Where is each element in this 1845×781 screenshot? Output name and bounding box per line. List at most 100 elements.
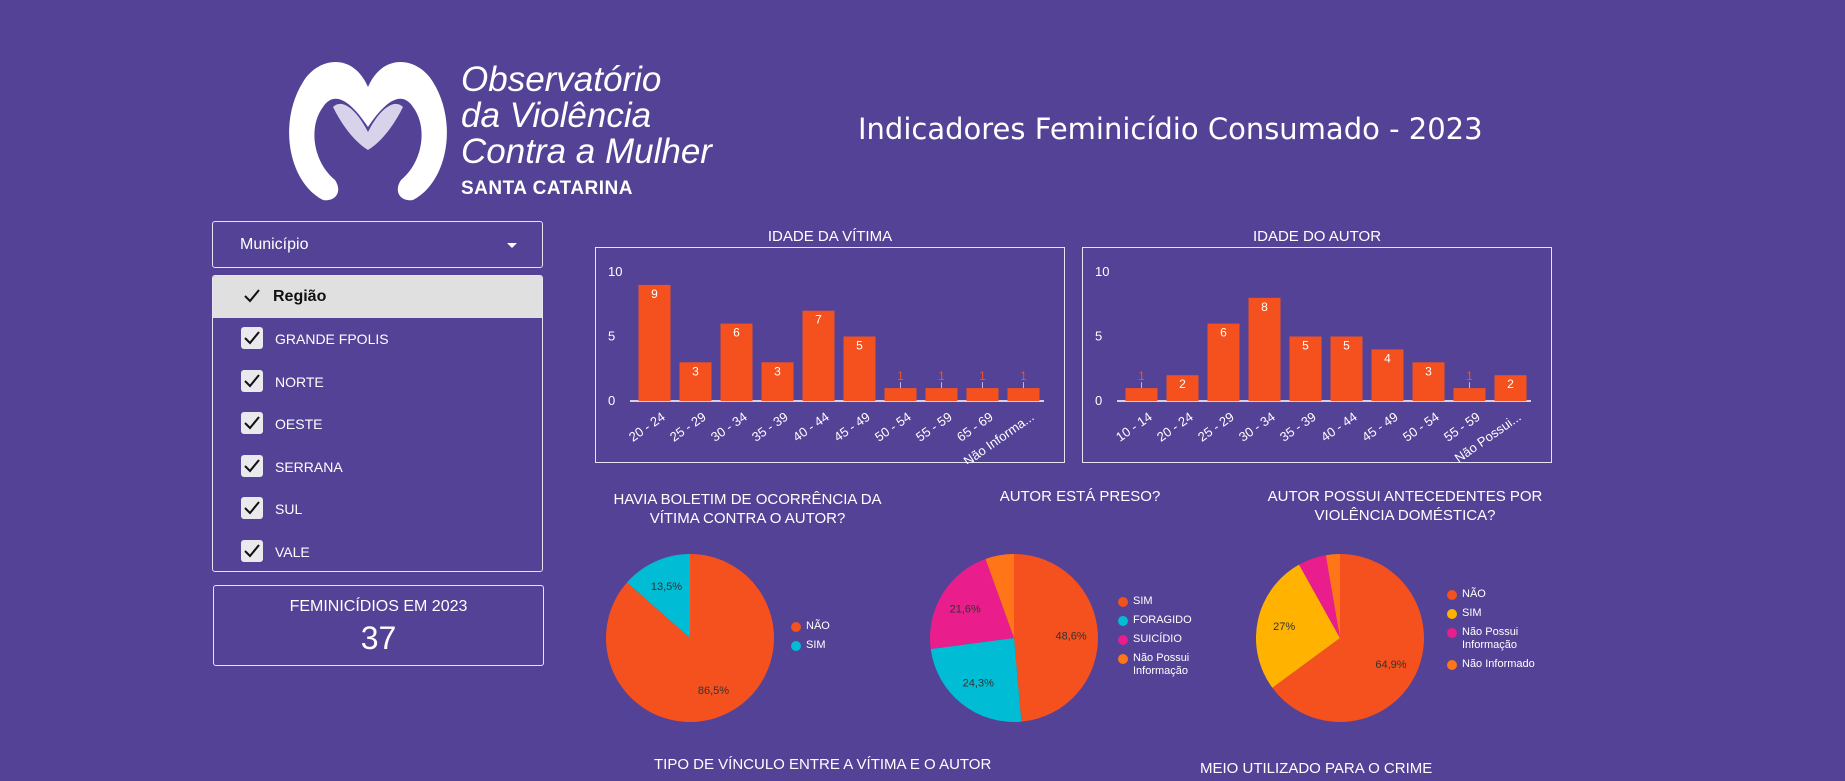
logo-heart-icon — [289, 62, 447, 201]
legend-item: Não Informado — [1447, 658, 1542, 671]
x-tick-label: 45 - 49 — [1359, 409, 1401, 445]
chevron-down-icon — [507, 243, 517, 248]
checkbox[interactable] — [241, 327, 263, 349]
data-label: 5 — [1343, 339, 1350, 353]
regiao-option[interactable]: OESTE — [213, 403, 542, 445]
bar-chart-idade-vitima: 0 5 10 9 20 - 24 3 25 - 29 6 30 - 34 3 35 - 39 7 40 … — [595, 247, 1065, 469]
legend-label: Não Possui Informação — [1462, 626, 1519, 651]
pie-slice — [930, 558, 1014, 650]
legend-swatch — [1118, 597, 1128, 607]
data-label: 1 — [897, 369, 904, 383]
logo-text-line-2: da Violência — [461, 96, 652, 135]
legend-item: FORAGIDO — [1118, 614, 1213, 627]
regiao-option-label: GRANDE FPOLIS — [275, 331, 389, 347]
legend-label: NÃO — [806, 620, 830, 632]
checkbox[interactable] — [241, 412, 263, 435]
municipio-dropdown[interactable]: Município — [212, 221, 543, 268]
pie-slice — [1014, 554, 1098, 722]
bar — [925, 388, 958, 401]
regiao-select-all[interactable]: Região — [213, 276, 542, 318]
legend-item: Não Possui Informação — [1447, 626, 1542, 652]
bar — [1166, 375, 1199, 401]
scorecard-label: FEMINICÍDIOS EM 2023 — [289, 598, 468, 615]
x-tick-label: 25 - 29 — [667, 409, 709, 445]
legend-swatch — [1447, 609, 1457, 619]
pie-slice — [1272, 554, 1424, 722]
pie-title-preso: AUTOR ESTÁ PRESO? — [999, 488, 1161, 505]
bar — [761, 362, 794, 401]
data-label: 6 — [1220, 326, 1227, 340]
regiao-option-label: SUL — [275, 501, 303, 518]
data-label: 6 — [733, 326, 740, 340]
regiao-option[interactable]: SUL — [213, 488, 542, 530]
x-tick-label: 20 - 24 — [1154, 409, 1196, 445]
regiao-option-label: OESTE — [275, 416, 323, 433]
legend-boletim: NÃO SIM — [791, 620, 830, 658]
municipio-label: Município — [240, 236, 309, 253]
x-tick-label: 35 - 39 — [749, 409, 791, 445]
legend-label: NÃO — [1462, 588, 1486, 600]
legend-swatch — [791, 641, 801, 651]
checkbox-select-all[interactable] — [241, 285, 263, 307]
pie-chart-preso: 48,6% 24,3% 21,6% — [930, 554, 1098, 722]
legend-preso: SIM FORAGIDO SUICÍDIO Não Possui Informação — [1118, 595, 1213, 684]
regiao-filter: Região GRANDE FPOLIS NORTE OESTE SERRANA SUL… — [212, 275, 543, 572]
y-tick-label: 5 — [1095, 329, 1102, 344]
bar — [884, 388, 917, 401]
data-label: 2 — [1507, 377, 1514, 391]
regiao-option[interactable]: VALE — [213, 531, 542, 571]
x-tick-label: 45 - 49 — [831, 409, 873, 445]
x-tick-label: 50 - 54 — [1400, 409, 1442, 445]
y-tick-label: 5 — [608, 329, 615, 344]
legend-label: SUICÍDIO — [1133, 633, 1182, 645]
data-label: 5 — [1302, 339, 1309, 353]
check-icon — [244, 289, 260, 303]
dashboard-title: Indicadores Feminicídio Consumado - 2023 — [858, 112, 1483, 146]
x-tick-label: 10 - 14 — [1113, 409, 1155, 445]
data-label: 5 — [856, 339, 863, 353]
data-label: 3 — [1425, 364, 1432, 378]
x-tick-label: 30 - 34 — [1236, 409, 1278, 445]
bar — [1289, 336, 1322, 401]
pie-slice — [626, 554, 690, 638]
bar — [1494, 375, 1527, 401]
bar-chart-idade-autor: 0 5 10 1 10 - 14 2 20 - 24 6 25 - 29 8 30 - 34 5 35 … — [1082, 247, 1552, 466]
x-tick-label: 40 - 44 — [1318, 409, 1360, 445]
pie-chart-antecedentes: 64,9% 27% — [1256, 554, 1424, 722]
legend-item: SIM — [791, 639, 830, 652]
data-label: 1 — [1138, 369, 1145, 383]
bar — [720, 323, 753, 401]
legend-swatch — [1118, 635, 1128, 645]
pie-title-antecedentes: AUTOR POSSUI ANTECEDENTES POR VIOLÊNCIA … — [1267, 488, 1543, 524]
legend-item: NÃO — [1447, 588, 1542, 601]
checkbox[interactable] — [241, 454, 263, 477]
pie-slice — [930, 638, 1022, 722]
checkbox[interactable] — [241, 369, 263, 392]
checkbox[interactable] — [241, 497, 263, 520]
bar — [1007, 388, 1040, 401]
data-label: 3 — [692, 364, 699, 378]
regiao-option[interactable]: NORTE — [213, 361, 542, 403]
legend-item: SIM — [1447, 607, 1542, 620]
pie-title-boletim: HAVIA BOLETIM DE OCORRÊNCIA DA VÍTIMA CO… — [613, 491, 882, 527]
legend-item: Não Possui Informação — [1118, 652, 1213, 678]
regiao-option[interactable]: GRANDE FPOLIS — [213, 318, 542, 360]
pie-slice — [985, 554, 1014, 638]
logo-text-line-1: Observatório — [461, 60, 662, 99]
y-tick-label: 10 — [1095, 264, 1109, 279]
pie-chart-boletim: 86,5% 13,5% — [606, 554, 774, 722]
legend-label: Não Informado — [1462, 658, 1535, 670]
bar — [1412, 362, 1445, 401]
bar — [1207, 323, 1240, 401]
regiao-option[interactable]: SERRANA — [213, 446, 542, 488]
checkbox[interactable] — [241, 540, 263, 562]
x-tick-label: 25 - 29 — [1195, 409, 1237, 445]
data-label: 1 — [1466, 369, 1473, 383]
check-icon — [244, 544, 260, 558]
y-tick-label: 0 — [1095, 393, 1102, 408]
data-label: 4 — [1384, 351, 1391, 365]
x-tick-label: 35 - 39 — [1277, 409, 1319, 445]
legend-antecedentes: NÃO SIM Não Possui Informação Não Informado — [1447, 588, 1542, 677]
data-label: 7 — [815, 313, 822, 327]
check-icon — [244, 331, 260, 345]
